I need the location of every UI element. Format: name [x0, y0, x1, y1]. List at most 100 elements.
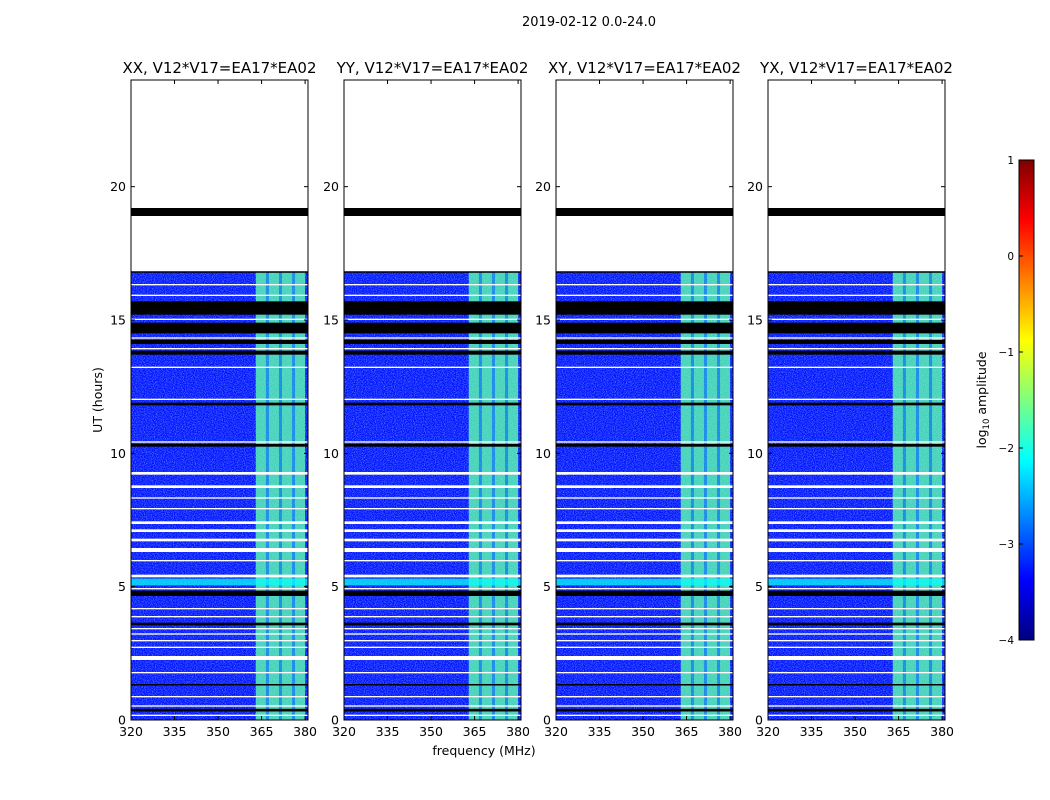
colorbar-gradient [1018, 159, 1035, 641]
gap-row [131, 294, 308, 296]
colorbar-label-rest: amplitude [974, 351, 989, 418]
flagged-row [768, 402, 945, 406]
gap-row [768, 216, 945, 267]
gap-row [344, 538, 521, 542]
flagged-row [131, 444, 308, 447]
gap-row [768, 714, 945, 716]
gap-row [344, 337, 521, 339]
gap-row [556, 529, 733, 532]
gap-row [344, 705, 521, 707]
gap-row [768, 560, 945, 562]
gap-row [131, 529, 308, 532]
flagged-row [344, 301, 521, 315]
gap-row [768, 472, 945, 475]
flagged-row [344, 208, 521, 216]
x-tick-label: 320 [756, 724, 780, 739]
gap-row [556, 628, 733, 630]
panel-frame [343, 79, 522, 721]
gap-row [131, 366, 308, 368]
gap-row [556, 538, 733, 542]
panel-yy: YY, V12*V17=EA17*EA02 0 5 10 15 20 320 335 350 36… [323, 59, 530, 739]
gap-row [768, 508, 945, 510]
gap-row [344, 441, 521, 443]
y-tick-label: 0 [331, 713, 339, 728]
flagged-row [344, 402, 521, 406]
colorbar-tick-label: −1 [999, 347, 1014, 359]
colorbar: 1 0 −1 −2 −3 −4 [999, 155, 1035, 647]
gap-row [556, 656, 733, 660]
gap-row [556, 472, 733, 475]
spectrogram [768, 202, 945, 720]
gap-row [556, 696, 733, 698]
gap-row [768, 284, 945, 286]
y-tick-label: 0 [543, 713, 551, 728]
gap-row [556, 574, 733, 578]
panel-title: YX, V12*V17=EA17*EA02 [759, 59, 953, 77]
gap-row [131, 508, 308, 510]
y-tick-label: 20 [323, 179, 339, 194]
y-axis-label: UT (hours) [90, 367, 105, 433]
flagged-row [768, 340, 945, 344]
gap-row [768, 696, 945, 698]
x-tick-label: 380 [718, 724, 742, 739]
flagged-row [131, 622, 308, 626]
flagged-row [131, 340, 308, 344]
panel-yx: YX, V12*V17=EA17*EA02 0 5 10 15 20 320 335 350 36… [747, 59, 954, 739]
flagged-row [556, 684, 733, 686]
gap-row [556, 441, 733, 443]
flagged-row [131, 301, 308, 315]
gap-row [131, 216, 308, 267]
spectrogram [556, 202, 733, 720]
y-tick-label: 5 [755, 579, 763, 594]
x-tick-label: 350 [631, 724, 655, 739]
panel-frame [130, 79, 309, 721]
rfi-noise [680, 272, 731, 720]
gap-row [768, 616, 945, 618]
gap-row [556, 348, 733, 350]
flagged-row [768, 444, 945, 447]
gap-row [344, 348, 521, 350]
gap-row [556, 714, 733, 716]
gap-row [131, 640, 308, 642]
gap-row [131, 472, 308, 475]
panel-xx: XX, V12*V17=EA17*EA02 0 5 10 15 20 320 335 350 36… [110, 59, 317, 739]
gap-row [131, 705, 308, 707]
y-tick-label: 15 [110, 313, 126, 328]
gap-row [556, 608, 733, 610]
gap-row [344, 633, 521, 635]
gap-row [344, 318, 521, 320]
gap-row [556, 672, 733, 674]
x-tick-label: 320 [119, 724, 143, 739]
gap-row [556, 633, 733, 635]
gap-row [131, 497, 308, 499]
gap-row [768, 294, 945, 296]
gap-row [768, 497, 945, 499]
y-tick-label: 15 [535, 313, 551, 328]
gap-row [131, 337, 308, 339]
x-tick-label: 350 [206, 724, 230, 739]
gap-row [131, 284, 308, 286]
flagged-row [556, 208, 733, 216]
colorbar-tick-label: −3 [999, 539, 1014, 551]
flagged-row [344, 708, 521, 712]
y-tick-label: 10 [110, 446, 126, 461]
y-tick-label: 0 [118, 713, 126, 728]
rfi-noise [892, 272, 943, 720]
rfi-noise [468, 272, 519, 720]
y-tick-label: 5 [118, 579, 126, 594]
x-tick-label: 350 [419, 724, 443, 739]
gap-row [768, 628, 945, 630]
gap-row [556, 508, 733, 510]
y-tick-label: 20 [747, 179, 763, 194]
gap-row [344, 574, 521, 578]
gap-row [131, 538, 308, 542]
gap-row [556, 705, 733, 707]
flagged-row [556, 322, 733, 334]
flagged-row [344, 622, 521, 626]
gap-row [344, 616, 521, 618]
colorbar-tick-label: 0 [1007, 251, 1014, 263]
gap-row [556, 646, 733, 648]
gap-row [344, 608, 521, 610]
gap-row [131, 696, 308, 698]
flagged-row [344, 322, 521, 334]
